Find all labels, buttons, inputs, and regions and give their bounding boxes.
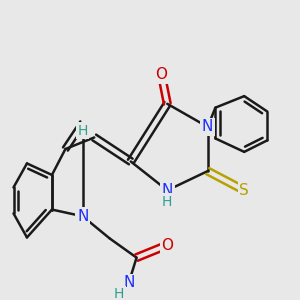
Text: O: O [161,238,173,253]
Text: N: N [123,275,134,290]
Text: S: S [239,183,249,198]
Text: N: N [162,183,173,198]
Text: H: H [77,124,88,138]
Text: O: O [155,68,167,82]
Text: H: H [114,287,124,300]
Text: H: H [162,195,172,209]
Text: N: N [77,209,88,224]
Text: N: N [202,119,213,134]
